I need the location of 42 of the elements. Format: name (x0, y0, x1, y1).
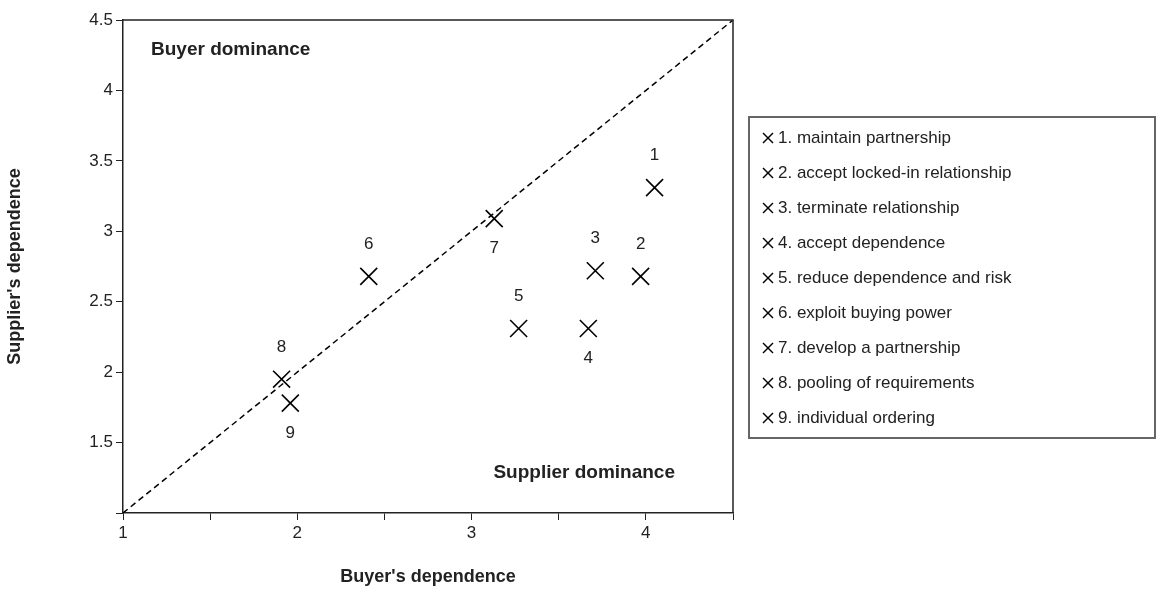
annotation: 2 (635, 234, 646, 254)
point (272, 369, 291, 389)
x-tick-label: 4 (641, 522, 651, 542)
legend-label: 6. exploit buying power (778, 302, 952, 323)
point (359, 267, 379, 286)
legend-label: 4. accept dependence (778, 232, 946, 253)
y-axis-title: Supplier's dependence (3, 168, 24, 365)
annotation: Buyer dominance (151, 38, 311, 60)
annotation: 5 (513, 286, 524, 306)
x-tick-label: 2 (292, 522, 303, 542)
y-tick-label: 2.5 (89, 291, 113, 311)
y-tick-label: 4 (103, 80, 113, 100)
legend-label: 2. accept locked-in relationship (778, 162, 1012, 183)
x-tick-label: 1 (118, 522, 128, 542)
legend-label: 8. pooling of requirements (778, 372, 975, 393)
annotation: Supplier dominance (493, 461, 675, 483)
point (586, 261, 605, 281)
y-tick-label: 4.5 (89, 9, 113, 29)
annotation: 9 (285, 422, 296, 442)
y-tick-label: 2 (103, 361, 113, 381)
legend-label: 9. individual ordering (778, 407, 935, 428)
annotation: 6 (364, 234, 374, 254)
legend-label: 1. maintain partnership (778, 127, 951, 148)
legend-label: 3. terminate relationship (778, 197, 960, 218)
annotation: 8 (276, 336, 287, 356)
point (645, 178, 664, 197)
x-tick-label: 3 (466, 522, 477, 542)
point (579, 319, 598, 338)
point (281, 393, 300, 413)
point (484, 209, 504, 228)
annotation: 1 (649, 145, 660, 165)
y-tick-label: 1.5 (89, 432, 113, 452)
point (631, 267, 650, 286)
y-tick-label: 3 (103, 220, 113, 240)
y-tick-label: 3.5 (89, 150, 113, 170)
x-axis-title: Buyer's dependence (340, 566, 516, 587)
annotation: 7 (489, 238, 499, 258)
legend-label: 7. develop a partnership (778, 337, 961, 358)
point (509, 319, 528, 338)
legend-label: 5. reduce dependence and risk (778, 267, 1012, 288)
annotation: 3 (590, 228, 601, 248)
annotation: 4 (583, 348, 594, 368)
